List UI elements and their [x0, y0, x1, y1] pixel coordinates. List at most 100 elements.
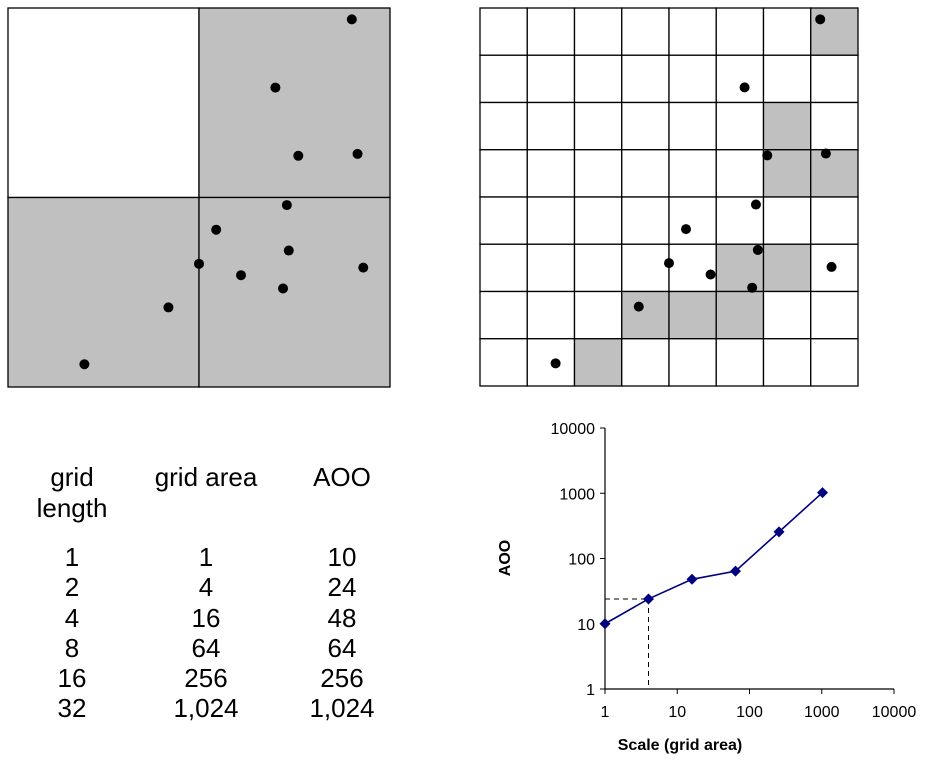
- grid-cell: [668, 338, 717, 387]
- x-tick-label: 10000: [872, 704, 917, 721]
- y-tick-label: 10: [577, 617, 595, 634]
- grid-cell: [479, 196, 528, 245]
- occurrence-point: [346, 14, 357, 25]
- grid-cell: [810, 338, 859, 387]
- cell-grid-length: 8: [64, 632, 80, 663]
- cell-grid-length: 2: [64, 572, 80, 603]
- grid-cell: [715, 101, 765, 151]
- grid-cell: [621, 7, 670, 56]
- grid-cell: [479, 7, 528, 56]
- grid-cell: [479, 101, 528, 151]
- grid-cell: [621, 290, 670, 340]
- cell-grid-length: 1: [64, 542, 80, 572]
- occurrence-point: [633, 301, 644, 312]
- cell-aoo: 24: [327, 572, 357, 603]
- grid-cell: [479, 149, 528, 198]
- grid-cell: [573, 54, 623, 104]
- grid-cell: [762, 338, 812, 387]
- occurrence-point: [762, 150, 773, 161]
- chart-series: [599, 487, 828, 630]
- y-tick-label: 1: [586, 682, 595, 699]
- occurrence-point: [163, 302, 174, 313]
- grid-cell: [573, 7, 623, 56]
- header-grid-length: grid length: [36, 462, 108, 523]
- grid-cell: [762, 101, 812, 151]
- occurrence-point: [352, 148, 363, 159]
- cell-aoo: 48: [327, 602, 357, 633]
- cell-grid-area: 4: [198, 572, 214, 603]
- grid-cell: [668, 54, 717, 104]
- occurrence-point: [681, 224, 692, 235]
- occurrence-point: [705, 269, 716, 280]
- cell-grid-area: 64: [191, 632, 221, 663]
- grid-cell: [621, 101, 670, 151]
- grid-cell: [762, 243, 812, 293]
- occurrence-point: [550, 358, 561, 369]
- table-row: 1 1 10: [18, 542, 398, 572]
- grid-cell: [668, 243, 717, 293]
- grid-cell: [715, 54, 765, 104]
- grid-cell: [810, 290, 859, 340]
- grid-cell: [621, 243, 670, 293]
- table-header: grid length grid area AOO: [18, 462, 398, 542]
- x-tick-label: 1000: [804, 704, 840, 721]
- occurrence-point: [739, 82, 750, 93]
- scale-table: grid length grid area AOO 1 1 10 2 4 24 …: [18, 462, 398, 724]
- grid-cell: [573, 338, 623, 387]
- data-point-marker: [642, 593, 654, 605]
- aoo-scale-chart: 1 10 100 1000 10000 1 10 100 1000 10000 Scale (gr…: [497, 421, 917, 754]
- grid-cell: [810, 149, 859, 198]
- table-row: 16 256 256: [18, 663, 398, 693]
- grid-cell: [573, 243, 623, 293]
- table-row: 4 16 48: [18, 603, 398, 633]
- cell-aoo: 256: [320, 663, 364, 694]
- header-grid-area: grid area: [154, 462, 258, 492]
- grid-cell: [7, 7, 200, 199]
- grid-cell: [198, 196, 391, 388]
- data-point-marker: [773, 526, 785, 538]
- data-point-marker: [729, 565, 741, 577]
- occurrence-point: [752, 244, 763, 255]
- occurrence-point: [270, 82, 281, 93]
- data-point-marker: [816, 487, 828, 499]
- grid-cell: [668, 149, 717, 198]
- cell-grid-area: 256: [184, 663, 228, 694]
- grid-cell: [7, 196, 200, 388]
- occurrence-point: [826, 261, 837, 272]
- grid-cell: [573, 101, 623, 151]
- cell-grid-area: 16: [191, 602, 221, 633]
- x-tick-label: 10: [668, 704, 686, 721]
- grid-cell: [810, 54, 859, 104]
- grid-cell: [715, 338, 765, 387]
- grid-cell: [526, 196, 576, 245]
- fine-grid-panel: [479, 7, 859, 387]
- grid-cell: [810, 101, 859, 151]
- cell-aoo: 10: [327, 542, 357, 572]
- occurrence-point: [278, 283, 289, 294]
- grid-cell: [573, 196, 623, 245]
- occurrence-point: [750, 199, 761, 210]
- y-tick-label: 100: [568, 552, 595, 569]
- occurrence-point: [194, 258, 204, 269]
- grid-cell: [762, 196, 812, 245]
- reference-lines: [605, 598, 649, 689]
- occurrence-point: [281, 200, 292, 211]
- header-aoo: AOO: [313, 462, 371, 492]
- grid-cell: [526, 149, 576, 198]
- grid-cell: [479, 243, 528, 293]
- occurrence-point: [747, 282, 758, 293]
- grid-cell: [479, 338, 528, 387]
- grid-cell: [526, 101, 576, 151]
- chart-axes: 1 10 100 1000 10000 1 10 100 1000 10000: [551, 421, 917, 721]
- occurrence-point: [79, 359, 90, 370]
- cell-aoo: 64: [327, 632, 357, 663]
- grid-cell: [573, 290, 623, 340]
- cell-aoo: 1,024: [309, 693, 375, 724]
- cell-grid-length: 4: [64, 602, 80, 633]
- grid-cell: [526, 243, 576, 293]
- grid-cell: [668, 290, 717, 340]
- grid-cell: [715, 149, 765, 198]
- grid-cell: [526, 290, 576, 340]
- occurrence-point: [211, 224, 222, 235]
- grid-cell: [479, 54, 528, 104]
